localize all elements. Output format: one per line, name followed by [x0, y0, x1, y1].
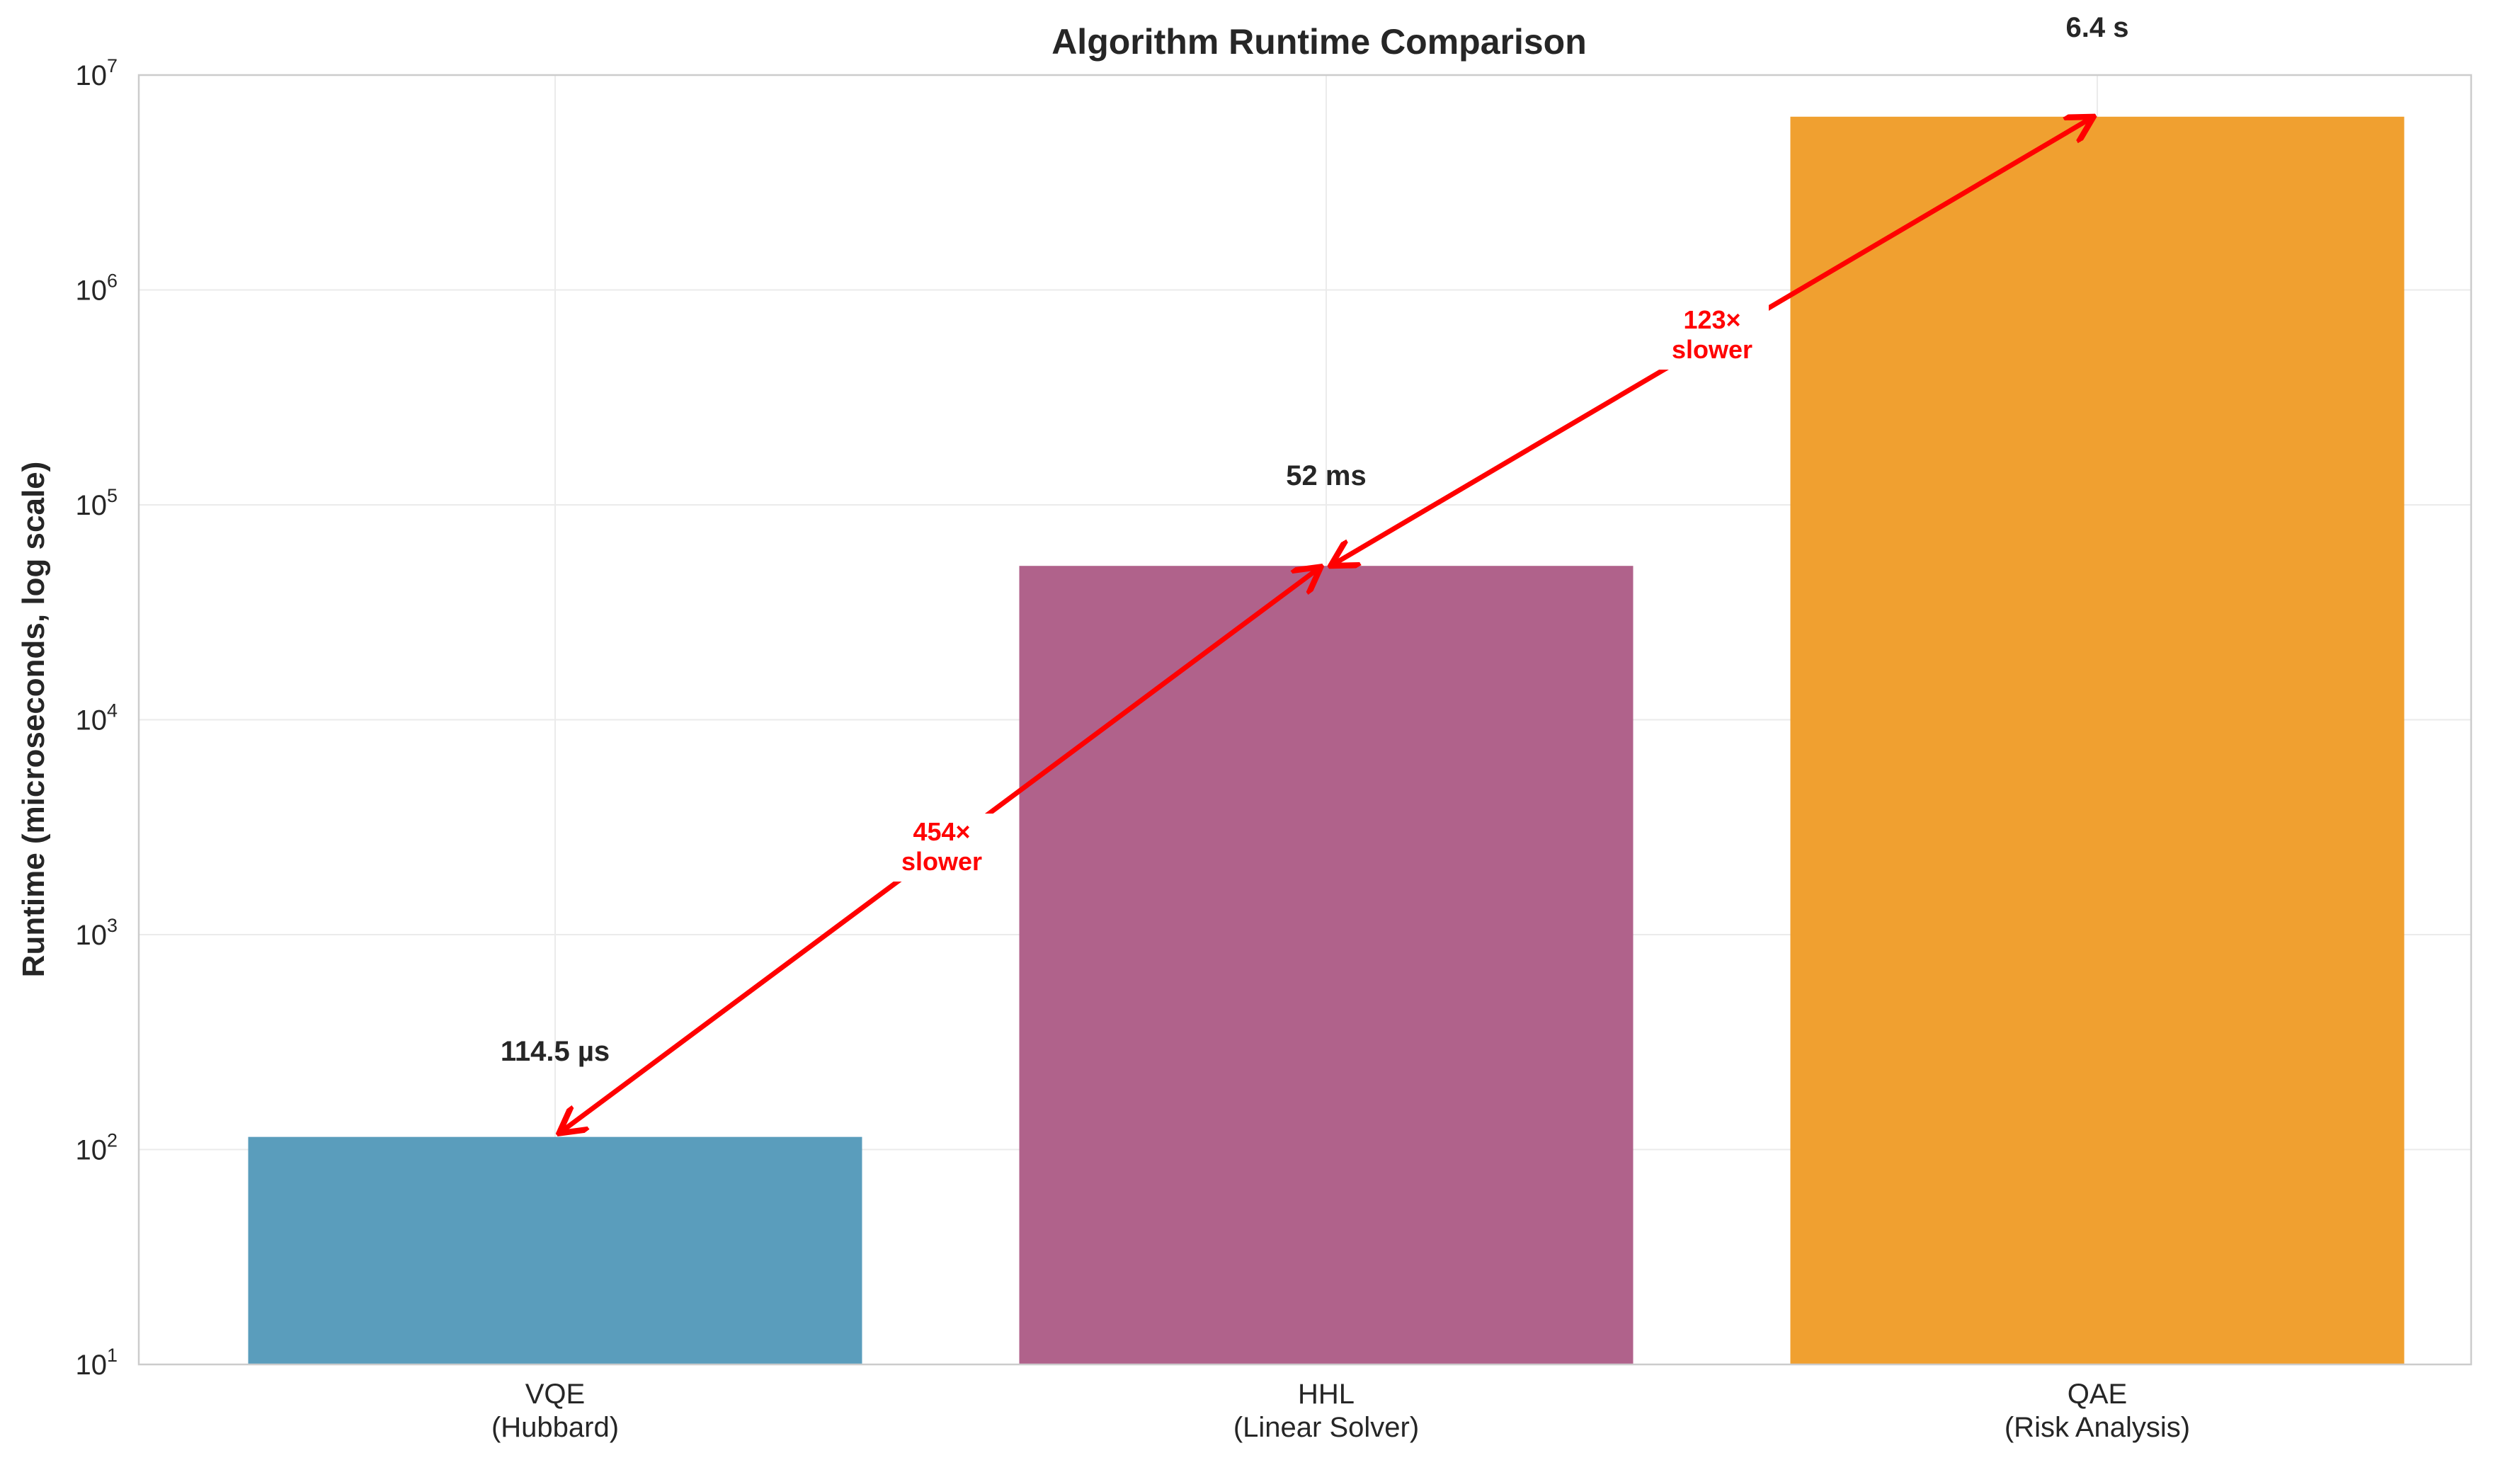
x-tick-label: (Risk Analysis) — [2005, 1412, 2190, 1443]
bar-qae — [1790, 116, 2405, 1365]
annotation-text: 123× — [1683, 305, 1740, 334]
annotation-background — [885, 814, 998, 882]
y-axis-label: Runtime (microseconds, log scale) — [16, 462, 51, 978]
value-label: 52 ms — [1286, 460, 1366, 491]
value-labels: 114.5 µs 52 ms 6.4 s — [501, 12, 2129, 1067]
y-tick-label: 107 — [75, 55, 118, 91]
y-tick-label: 106 — [75, 270, 118, 307]
y-tick-label: 101 — [75, 1345, 118, 1381]
value-label: 6.4 s — [2066, 12, 2129, 43]
value-label: 114.5 µs — [501, 1036, 610, 1067]
bar-hhl — [1019, 566, 1634, 1364]
bar-vqe — [248, 1136, 862, 1364]
x-tick-label: VQE — [525, 1379, 585, 1410]
plot-frame — [137, 74, 2473, 1366]
x-tick-label: QAE — [2068, 1379, 2127, 1410]
y-tick-label: 104 — [75, 700, 118, 736]
y-tick-labels: 101 102 103 104 105 106 107 — [75, 55, 118, 1381]
y-tick-label: 103 — [75, 915, 118, 951]
x-tick-label: (Linear Solver) — [1233, 1412, 1419, 1443]
x-tick-label: (Hubbard) — [491, 1412, 619, 1443]
chart-title: Algorithm Runtime Comparison — [1051, 22, 1587, 62]
y-tick-label: 102 — [75, 1130, 118, 1166]
annotation-text: slower — [901, 847, 982, 876]
annotation-background — [1655, 302, 1769, 370]
y-tick-label: 105 — [75, 485, 118, 521]
annotation-text: slower — [1672, 335, 1752, 364]
x-tick-label: HHL — [1298, 1379, 1355, 1410]
annotation-text: 454× — [913, 817, 970, 846]
x-tick-labels: VQE(Hubbard) HHL(Linear Solver) QAE(Risk A… — [491, 1379, 2190, 1443]
